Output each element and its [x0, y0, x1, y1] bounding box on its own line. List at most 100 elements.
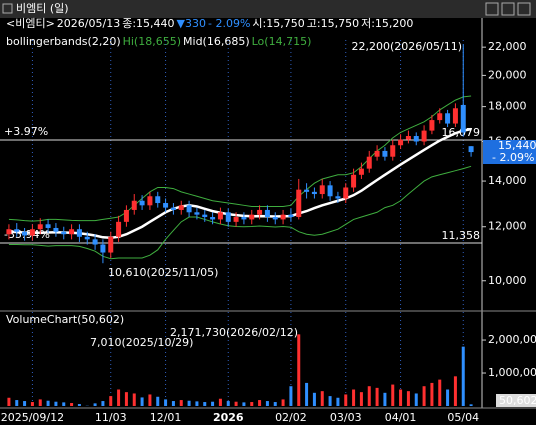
volume-bar — [218, 398, 222, 406]
x-tick-label: 11/03 — [95, 411, 127, 424]
y-tick-label: 1,000,000 — [488, 366, 536, 379]
volume-bar — [344, 394, 348, 406]
volume-bar — [62, 402, 66, 406]
candle-body — [69, 229, 75, 235]
volume-bar — [77, 404, 81, 406]
x-tick-label: 02/02 — [275, 411, 307, 424]
volume-bar — [438, 379, 442, 406]
x-tick-label: 05/04 — [447, 411, 479, 424]
volume-bar — [453, 376, 457, 406]
volume-bar — [273, 402, 277, 406]
volume-bar — [336, 397, 340, 406]
mid-value: Mid(16,685) — [183, 35, 250, 48]
candle-body — [343, 187, 349, 199]
candle-body — [366, 156, 372, 169]
reference-label: 11,358 — [442, 229, 481, 242]
volume-bar — [203, 402, 207, 406]
candle-body — [382, 150, 388, 157]
y-tick-label: 20,000 — [488, 68, 527, 81]
y-tick-label: 14,000 — [488, 174, 527, 187]
candle-body — [390, 145, 396, 157]
candle-body — [319, 185, 325, 195]
price-box-value: 15,440 — [498, 139, 536, 152]
volume-bar — [117, 389, 121, 406]
change-pct: - 2.09% — [208, 17, 250, 30]
legend-row: VolumeChart(50,602) — [6, 313, 124, 326]
candle-body — [186, 205, 192, 213]
volume-bar — [187, 400, 191, 406]
candle-body — [304, 189, 310, 192]
bollinger-mid — [8, 127, 472, 240]
volume-bar — [359, 392, 363, 406]
volume-bar — [195, 401, 199, 406]
candle-body — [6, 229, 12, 235]
candle-body — [460, 104, 466, 133]
candle-body — [170, 207, 176, 210]
volume-bar — [328, 396, 332, 406]
volume-bar — [297, 334, 301, 406]
candle-body — [217, 212, 223, 220]
candle-body — [178, 205, 184, 210]
bollinger-upper — [8, 95, 472, 222]
candle-body — [61, 231, 67, 235]
candle-body — [202, 214, 208, 218]
candle-body — [163, 203, 169, 208]
candle-body — [421, 130, 427, 142]
menu-icon[interactable] — [2, 3, 13, 14]
volume-bar — [132, 393, 136, 406]
indicator-name: bollingerbands(2,20) — [6, 35, 121, 48]
candle-body — [468, 146, 474, 153]
candle-body — [45, 224, 51, 228]
volume-bar — [54, 401, 58, 406]
window-title: 비엠티 (일) — [16, 1, 69, 15]
candle-body — [53, 227, 59, 232]
price-box-pct: - 2.09% — [492, 151, 534, 164]
volume-bar — [140, 397, 144, 406]
volume-box — [496, 394, 536, 407]
volume-bar — [234, 401, 238, 406]
candle-body — [84, 236, 90, 240]
volume-bar — [258, 400, 262, 406]
volume-bar — [156, 396, 160, 406]
candle-body — [241, 217, 247, 220]
candle-body — [413, 136, 419, 142]
volume-bar — [171, 401, 175, 406]
volume-bar — [399, 389, 403, 406]
y-tick-label: 12,000 — [488, 220, 527, 233]
volume-bar — [422, 386, 426, 406]
window-button[interactable] — [485, 2, 499, 16]
candle-body — [225, 212, 231, 222]
bollinger-lower — [8, 165, 472, 260]
price-box — [483, 140, 536, 164]
volume-bar — [38, 399, 42, 406]
min-annotation: 10,610(2025/11/05) — [108, 266, 218, 279]
legend-row: bollingerbands(2,20) Hi(18,655) Mid(16,685… — [6, 35, 311, 48]
window-button[interactable] — [517, 2, 531, 16]
volume-bar — [375, 387, 379, 406]
min-annotation: 7,010(2025/10/29) — [90, 336, 193, 349]
candle-body — [116, 221, 122, 237]
volume-bar — [461, 346, 465, 406]
volume-bar — [23, 401, 27, 406]
volume-bar — [320, 391, 324, 406]
volume-bar — [30, 402, 34, 406]
volume-bar — [352, 389, 356, 406]
reference-pct: +3.97% — [4, 125, 48, 138]
candle-body — [108, 236, 114, 253]
window-button[interactable] — [501, 2, 515, 16]
title-bar — [0, 0, 536, 18]
stock-name: <비엠티> — [6, 17, 55, 30]
candle-body — [100, 244, 106, 253]
x-tick-label: 03/03 — [330, 411, 362, 424]
x-tick-label: 2025/09/12 — [1, 411, 64, 424]
lo-value: Lo(14,715) — [252, 35, 312, 48]
hi-value: Hi(18,655) — [123, 35, 181, 48]
volume-bar — [250, 402, 254, 406]
volume-bar — [446, 389, 450, 406]
candle-body — [351, 174, 357, 188]
close-price: 종:15,440 — [122, 17, 174, 30]
volume-bar — [383, 392, 387, 406]
volume-bar — [367, 386, 371, 406]
candle-body — [139, 200, 145, 206]
max-annotation: 22,200(2026/05/11) — [352, 40, 462, 53]
